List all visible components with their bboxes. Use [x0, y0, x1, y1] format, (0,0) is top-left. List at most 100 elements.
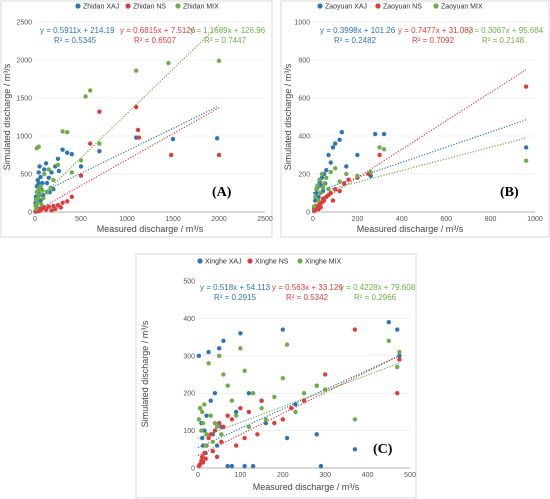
data-point	[53, 206, 58, 212]
data-point	[217, 353, 222, 358]
y-tick-label: 0	[28, 210, 32, 217]
data-point	[229, 463, 235, 469]
data-point	[242, 368, 247, 373]
data-point	[301, 398, 307, 403]
y-tick-label: 0	[191, 466, 195, 473]
data-point	[168, 152, 174, 158]
tick-labels: 0 100 200 300 400 500 0 100 200 300 400 500	[183, 279, 416, 480]
data-point	[317, 177, 322, 182]
data-point	[206, 361, 211, 366]
data-point	[46, 204, 51, 209]
x-tick-label: 1000	[119, 216, 135, 223]
x-tick-label: 800	[485, 216, 497, 223]
data-point	[204, 432, 209, 437]
data-point	[97, 149, 102, 154]
legend-entry: Zhidan MIX	[183, 4, 219, 11]
data-point	[233, 413, 239, 418]
data-point	[316, 194, 321, 199]
x-tick-label: 2500	[257, 216, 273, 223]
x-tick-label: 1500	[165, 216, 181, 223]
data-point	[313, 198, 318, 203]
data-point	[314, 383, 319, 388]
data-point	[219, 439, 224, 445]
y-axis-label: Simulated discharge / m³/s	[140, 320, 150, 427]
data-point	[246, 409, 252, 415]
data-point	[280, 376, 285, 381]
data-point	[318, 463, 324, 469]
data-point	[333, 166, 338, 171]
data-point	[323, 387, 328, 392]
data-point	[318, 205, 323, 210]
data-point	[214, 443, 220, 448]
data-point	[263, 417, 269, 422]
y-tick-label: 500	[20, 172, 32, 179]
data-point	[217, 346, 222, 351]
trend-equation: y = 0.4228x + 79.608	[340, 283, 416, 292]
legend-entry: Zhidan XAJ	[83, 4, 119, 11]
trend-equation: y = 0.563x + 33.126	[272, 283, 343, 292]
chart-frame	[135, 253, 417, 499]
legend-marker	[433, 3, 439, 9]
data-points	[33, 58, 222, 214]
data-point	[65, 130, 70, 135]
trend-r2: R² = 0.5342	[286, 293, 329, 302]
legend-marker	[125, 3, 131, 9]
x-tick-label: 600	[440, 216, 452, 223]
data-point	[43, 207, 49, 212]
y-axis-label: Simulated discharge / m³/s	[283, 63, 293, 170]
data-point	[372, 131, 378, 137]
data-point	[523, 145, 529, 150]
data-point	[35, 200, 40, 206]
data-point	[328, 160, 333, 165]
data-point	[69, 152, 75, 157]
x-tick-label: 2000	[211, 216, 227, 223]
data-point	[221, 372, 226, 377]
trendline	[197, 355, 400, 457]
legend: Zhidan XAJ Zhidan NS Zhidan MIX	[75, 3, 219, 11]
data-point	[69, 194, 75, 199]
data-point	[44, 180, 50, 186]
data-point	[229, 417, 235, 422]
data-point	[284, 435, 290, 441]
legend-marker	[247, 258, 253, 264]
data-point	[333, 187, 338, 192]
legend-entry: Zhidan NS	[133, 4, 166, 11]
data-point	[339, 130, 345, 135]
data-point	[42, 167, 47, 172]
trend-r2: R² = 0.7447	[204, 36, 247, 45]
data-point	[313, 194, 318, 199]
data-point	[337, 179, 342, 184]
data-point	[397, 357, 402, 362]
panel-label: (A)	[212, 185, 232, 200]
data-point	[97, 109, 102, 114]
data-point	[301, 391, 307, 396]
data-point	[397, 349, 402, 355]
data-point	[136, 135, 142, 140]
legend-marker	[375, 3, 381, 9]
trendline	[312, 69, 527, 207]
data-point	[341, 181, 347, 186]
data-point	[78, 173, 84, 178]
trend-equation: y = 0.6815x + 7.5126	[120, 26, 196, 35]
data-point	[212, 391, 218, 396]
data-point	[37, 193, 42, 198]
trend-r2: R² = 0.2148	[482, 36, 525, 45]
data-point	[88, 141, 93, 146]
legend: Xinghe XAJ Xinghe NS Xinghe MIX	[197, 258, 342, 266]
trendline	[34, 24, 220, 203]
trendlines	[197, 355, 400, 457]
y-axis-label: Simulated discharge / m³/s	[2, 63, 12, 170]
data-point	[221, 338, 226, 344]
data-point	[229, 398, 235, 403]
data-point	[60, 200, 65, 206]
data-point	[381, 131, 387, 137]
data-point	[208, 413, 213, 418]
y-tick-label: 400	[298, 134, 310, 141]
data-point	[56, 168, 62, 174]
data-point	[134, 104, 139, 110]
data-point	[328, 190, 333, 196]
data-point	[386, 319, 391, 325]
panel-label: (C)	[373, 442, 393, 457]
data-point	[55, 156, 61, 161]
data-point	[259, 405, 264, 411]
